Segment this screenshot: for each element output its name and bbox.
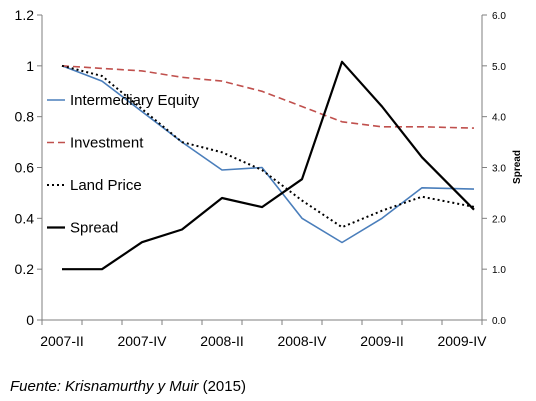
y-tick-label-left: 0 [26,312,34,328]
series-line-land-price [61,64,475,229]
y-tick-label-left: 0.4 [15,210,35,226]
chart: 0 0.2 0.4 0.6 0.8 1 1.2 0.0 1.0 2.0 3.0 4.0 5.0 6.0 Sp… [15,7,523,349]
y-tick-label-right: 6.0 [492,11,506,22]
source-authors: Krisnamurthy y Muir [65,378,199,395]
series-line-intermediary-equity [61,65,475,244]
legend-label-investment: Investment [70,135,144,152]
x-tick-label: 2007-IV [117,333,167,349]
axes: 0 0.2 0.4 0.6 0.8 1 1.2 0.0 1.0 2.0 3.0 4.0 5.0 6.0 Sp… [15,7,523,349]
series-line-spread [62,60,475,271]
y-tick-label-right: 2.0 [492,214,506,225]
y-tick-label-left: 0.8 [15,109,35,125]
y-axis-title-right: Spread [512,150,523,184]
y-tick-label-left: 0.6 [15,160,35,176]
y-tick-label-left: 1.2 [15,7,35,23]
y-tick-label-right: 3.0 [492,164,506,175]
source-prefix: Fuente: [10,378,66,395]
x-tick-label: 2007-II [40,333,84,349]
legend-label-land-price: Land Price [70,177,142,194]
y-tick-label-right: 0.0 [492,316,506,327]
x-tick-label: 2008-IV [277,333,327,349]
legend-label-intermediary-equity: Intermediary Equity [70,92,200,109]
y-tick-label-right: 5.0 [492,62,506,73]
legend: Intermediary Equity Investment Land Price S… [47,92,200,237]
source-caption: Fuente: Krisnamurthy y Muir (2015) [10,378,246,395]
x-tick-label: 2009-IV [437,333,487,349]
y-tick-label-left: 0.2 [15,261,35,277]
x-tick-label: 2008-II [200,333,244,349]
y-tick-label-left: 1 [26,58,34,74]
legend-label-spread: Spread [70,220,118,237]
source-year: (2015) [198,378,246,395]
x-tick-label: 2009-II [360,333,404,349]
y-tick-label-right: 1.0 [492,265,506,276]
series-line-investment [61,65,475,129]
y-tick-label-right: 4.0 [492,113,506,124]
series-layer [61,60,475,271]
